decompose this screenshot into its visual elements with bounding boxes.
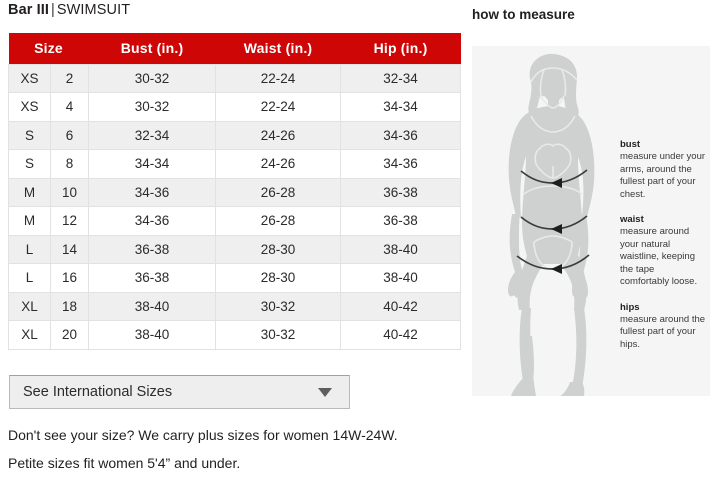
size-chart-left-column: Bar III | SWIMSUIT Size Bust (in.) Waist (…	[8, 2, 462, 471]
bust-tape-arrow-icon	[551, 178, 562, 188]
cell-size-number: 8	[49, 149, 90, 179]
cell-size-letter: L	[8, 234, 51, 264]
waist-tape-arrow-icon	[551, 224, 562, 234]
cell-size-number: 2	[49, 63, 90, 93]
cell-size-number: 18	[49, 291, 90, 321]
column-header-size: Size	[8, 33, 89, 64]
table-row: L 14 36-38 28-30 38-40	[8, 234, 462, 264]
international-sizes-select[interactable]: See International Sizes	[9, 375, 350, 409]
cell-bust-value: 32-34	[88, 120, 217, 150]
table-row: M 12 34-36 26-28 36-38	[8, 206, 462, 236]
cell-hip-value: 34-36	[340, 120, 462, 150]
cell-bust-value: 34-36	[88, 206, 217, 236]
plus-sizes-note: Don't see your size? We carry plus sizes…	[8, 427, 398, 443]
cell-waist-value: 26-28	[215, 177, 342, 207]
cell-hip-value: 38-40	[340, 234, 462, 264]
how-to-measure-column: how to measure	[462, 0, 720, 496]
female-body-silhouette-icon	[508, 53, 595, 396]
cell-size-letter: S	[8, 120, 51, 150]
cell-size-letter: S	[8, 149, 51, 179]
cell-size-letter: XL	[8, 320, 51, 350]
cell-size-number: 12	[49, 206, 90, 236]
cell-waist-value: 28-30	[215, 263, 342, 293]
measure-term-hips: hips	[620, 301, 640, 313]
title-separator: |	[51, 2, 55, 18]
cell-hip-value: 34-36	[340, 149, 462, 179]
measure-term-waist: waist	[620, 214, 644, 225]
cell-bust-value: 34-36	[88, 177, 217, 207]
cell-hip-value: 40-42	[340, 320, 462, 350]
cell-hip-value: 40-42	[340, 291, 462, 321]
cell-bust-value: 38-40	[88, 320, 217, 350]
column-header-bust: Bust (in.)	[88, 33, 216, 64]
cell-bust-value: 38-40	[88, 291, 217, 321]
cell-size-letter: L	[8, 263, 51, 293]
cell-waist-value: 24-26	[215, 149, 342, 179]
table-row: XL 18 38-40 30-32 40-42	[8, 291, 462, 321]
table-row: L 16 36-38 28-30 38-40	[8, 263, 462, 293]
page-title: Bar III | SWIMSUIT	[8, 2, 130, 18]
measure-desc-waist: measure around your natural waistline, k…	[620, 226, 698, 287]
cell-bust-value: 30-32	[88, 92, 217, 122]
size-table-body: XS 2 30-32 22-24 32-34 XS 4 30-32 22-24 34-34 S 6 32…	[8, 63, 462, 350]
how-to-measure-title: how to measure	[472, 7, 575, 22]
hips-tape-arrow-icon	[551, 264, 562, 274]
size-table-container: Size Bust (in.) Waist (in.) Hip (in.) XS…	[8, 33, 462, 350]
column-header-hip: Hip (in.)	[340, 33, 461, 64]
cell-waist-value: 28-30	[215, 234, 342, 264]
measure-item-waist: waist measure around your natural waistl…	[620, 213, 706, 289]
cell-waist-value: 30-32	[215, 320, 342, 350]
cell-hip-value: 36-38	[340, 177, 462, 207]
measure-term-bust: bust	[620, 139, 641, 150]
measure-item-hips: hips measure around the fullest part of …	[620, 301, 706, 352]
cell-size-letter: M	[8, 206, 51, 236]
table-row: XS 4 30-32 22-24 34-34	[8, 92, 462, 122]
cell-size-number: 4	[49, 92, 90, 122]
cell-size-letter: M	[8, 177, 51, 207]
cell-hip-value: 34-34	[340, 92, 462, 122]
size-table-header: Size Bust (in.) Waist (in.) Hip (in.)	[8, 33, 461, 64]
cell-size-letter: XS	[8, 92, 51, 122]
cell-hip-value: 36-38	[340, 206, 462, 236]
cell-size-number: 10	[49, 177, 90, 207]
cell-waist-value: 26-28	[215, 206, 342, 236]
column-header-waist: Waist (in.)	[215, 33, 341, 64]
cell-bust-value: 36-38	[88, 263, 217, 293]
chevron-down-icon	[318, 387, 332, 397]
measure-desc-hips: measure around the fullest part of your …	[620, 313, 706, 350]
cell-waist-value: 30-32	[215, 291, 342, 321]
cell-size-number: 6	[49, 120, 90, 150]
cell-size-number: 20	[49, 320, 90, 350]
table-row: S 6 32-34 24-26 34-36	[8, 120, 462, 150]
cell-waist-value: 24-26	[215, 120, 342, 150]
table-header-row: Size Bust (in.) Waist (in.) Hip (in.)	[8, 33, 461, 64]
table-row: XL 20 38-40 30-32 40-42	[8, 320, 462, 350]
measure-instructions-list: bust measure under your arms, around the…	[620, 138, 706, 363]
cell-bust-value: 34-34	[88, 149, 217, 179]
cell-size-number: 16	[49, 263, 90, 293]
cell-waist-value: 22-24	[215, 92, 342, 122]
cell-hip-value: 32-34	[340, 63, 462, 93]
measure-item-bust: bust measure under your arms, around the…	[620, 138, 706, 201]
how-to-measure-panel: bust measure under your arms, around the…	[472, 46, 710, 396]
size-table: Size Bust (in.) Waist (in.) Hip (in.) XS…	[8, 33, 462, 350]
product-category: SWIMSUIT	[56, 2, 131, 18]
table-row: M 10 34-36 26-28 36-38	[8, 177, 462, 207]
cell-bust-value: 36-38	[88, 234, 217, 264]
table-row: S 8 34-34 24-26 34-36	[8, 149, 462, 179]
cell-hip-value: 38-40	[340, 263, 462, 293]
cell-size-letter: XS	[8, 63, 51, 93]
measure-desc-bust: measure under your arms, around the full…	[620, 151, 706, 200]
table-row: XS 2 30-32 22-24 32-34	[8, 63, 462, 93]
cell-bust-value: 30-32	[88, 63, 217, 93]
international-sizes-selected-label: See International Sizes	[23, 384, 173, 400]
cell-size-letter: XL	[8, 291, 51, 321]
brand-name: Bar III	[8, 2, 49, 18]
cell-waist-value: 22-24	[215, 63, 342, 93]
cell-size-number: 14	[49, 234, 90, 264]
petite-sizes-note: Petite sizes fit women 5'4” and under.	[8, 455, 241, 471]
